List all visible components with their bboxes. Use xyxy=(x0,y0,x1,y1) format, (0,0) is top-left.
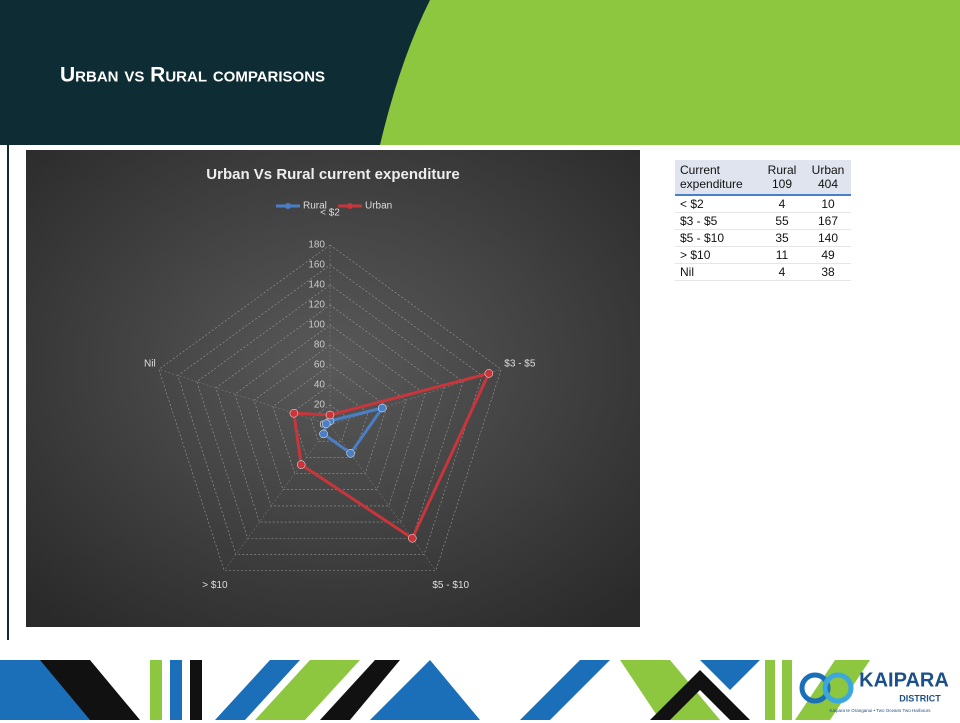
table-cell: 140 xyxy=(805,229,851,247)
footer-pattern xyxy=(0,660,870,720)
spoke xyxy=(329,424,437,571)
data-point xyxy=(408,534,417,543)
table-cell: > $10 xyxy=(675,246,759,264)
data-point xyxy=(296,460,306,469)
table-cell: Nil xyxy=(675,263,759,281)
category-label: $5 - $10 xyxy=(432,580,469,591)
table-cell: 11 xyxy=(759,246,805,264)
table-cell: 35 xyxy=(759,229,805,247)
table-cell: 4 xyxy=(759,263,805,281)
logo-tagline: Kaipara te Oranganui • Two Oceans Two Ha… xyxy=(830,708,932,713)
data-point xyxy=(325,410,335,420)
axis-tick-label: 100 xyxy=(308,320,325,331)
axis-tick-label: 160 xyxy=(308,260,325,271)
category-label: < $2 xyxy=(320,208,340,219)
category-label: > $10 xyxy=(202,580,228,591)
axis-tick-label: 60 xyxy=(314,360,326,371)
axis-tick-label: 80 xyxy=(314,340,326,351)
table-row: $5 - $10 35 140 xyxy=(675,229,851,247)
legend-label: Urban xyxy=(365,201,392,212)
axis-tick-label: 40 xyxy=(314,380,326,391)
table-cell: $5 - $10 xyxy=(675,229,759,247)
header-cell: Urban 404 xyxy=(805,160,851,196)
table-row: Nil 4 38 xyxy=(675,263,851,281)
grid-ring xyxy=(215,304,445,523)
data-point xyxy=(484,369,494,378)
chart-background xyxy=(26,150,640,627)
header-cell: Current expenditure xyxy=(675,160,759,196)
table-cell: 4 xyxy=(759,195,805,213)
chart-title: Urban Vs Rural current expenditure xyxy=(206,166,459,183)
spoke xyxy=(223,424,331,571)
table-cell: 10 xyxy=(805,195,851,213)
slide-title: Urban vs Rural comparisons xyxy=(60,64,325,87)
header-dark xyxy=(0,0,430,145)
logo: KAIPARA DISTRICT Kaipara te Oranganui • … xyxy=(799,669,949,713)
table-cell: $3 - $5 xyxy=(675,212,759,230)
header-row: Current expenditure Rural 109 Urban 404 xyxy=(675,160,851,196)
grid-ring xyxy=(158,244,502,571)
data-point xyxy=(319,429,328,439)
table-row: > $10 11 49 xyxy=(675,246,851,264)
legend-marker xyxy=(347,203,353,209)
table-cell: 167 xyxy=(805,212,851,230)
chart: Urban Vs Rural current expenditure Rural… xyxy=(26,150,640,627)
table-row: $3 - $5 55 167 xyxy=(675,212,851,230)
grid-ring xyxy=(310,404,350,442)
logo-sub: DISTRICT xyxy=(899,693,941,703)
axis-tick-label: 180 xyxy=(308,240,325,251)
table-cell: 49 xyxy=(805,246,851,264)
grid-ring xyxy=(291,384,369,458)
data-point xyxy=(346,449,355,458)
header-cell: Rural 109 xyxy=(759,160,805,196)
grid-ring xyxy=(234,324,426,507)
table-row: < $2 4 10 xyxy=(675,195,851,213)
category-label: Nil xyxy=(144,358,156,369)
spoke xyxy=(158,369,331,426)
table-cell: 38 xyxy=(805,263,851,281)
data-point xyxy=(289,409,299,418)
logo-name: KAIPARA xyxy=(859,669,949,691)
legend-marker xyxy=(285,203,291,209)
series-line xyxy=(292,371,492,541)
table-cell: 55 xyxy=(759,212,805,230)
grid-ring xyxy=(272,364,388,474)
axis-tick-label: 140 xyxy=(308,280,325,291)
grid-ring xyxy=(177,264,483,555)
legend-label: Rural xyxy=(303,201,327,212)
category-label: $3 - $5 xyxy=(504,358,536,369)
data-point xyxy=(321,419,331,429)
axis-tick-label: 20 xyxy=(314,400,326,411)
grid-ring xyxy=(196,284,464,539)
data-point xyxy=(378,403,387,413)
data-table: Current expenditure Rural 109 Urban 404 < $… xyxy=(675,160,851,281)
axis-tick-label: 120 xyxy=(308,300,325,311)
table-cell: < $2 xyxy=(675,195,759,213)
